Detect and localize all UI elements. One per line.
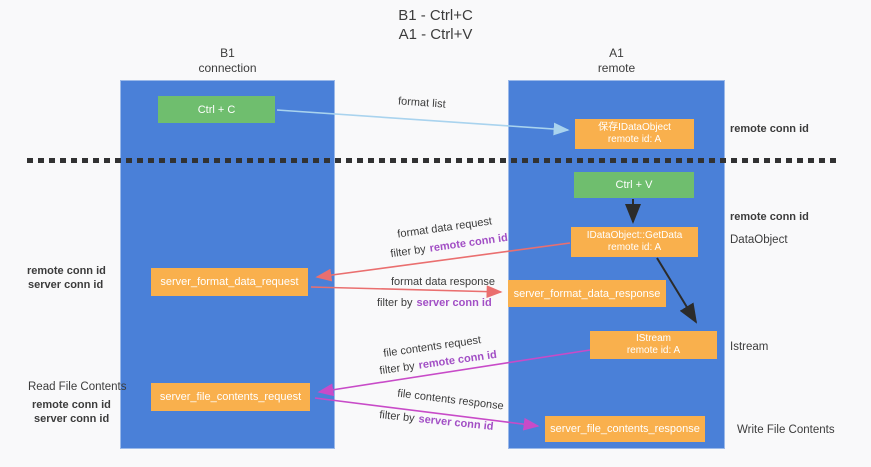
ctrl-v-label: Ctrl + V	[615, 179, 653, 191]
server-conn-id-text: server conn id	[417, 413, 494, 433]
lifeline-header-b1: B1 connection	[120, 46, 335, 76]
filter-by-text: filter by	[378, 409, 416, 425]
lifeline-a1-name: A1	[609, 46, 624, 60]
ctrl-c-label: Ctrl + C	[197, 103, 236, 116]
istream-line2: remote id: A	[626, 345, 681, 356]
format-data-response-filter-label: filter by server conn id	[377, 297, 492, 309]
lifeline-header-a1: A1 remote	[508, 46, 725, 76]
ctrl-c-box: Ctrl + C	[158, 96, 275, 123]
lifeline-a1-role: remote	[597, 61, 636, 75]
right-remote-conn-id-label-top: remote conn id	[730, 123, 809, 135]
getdata-line1: IDataObject::GetData	[586, 229, 683, 241]
lifeline-b1-role: connection	[198, 61, 257, 75]
save-idataobject-line1: 保存IDataObject	[598, 121, 671, 133]
istream-line1: IStream	[635, 332, 671, 344]
filter-by-text: filter by	[389, 243, 427, 261]
phase-separator-line	[27, 158, 837, 163]
getdata-line2: remote id: A	[607, 242, 662, 253]
server-file-contents-request-label: server_file_contents_request	[159, 391, 302, 403]
filter-by-text: filter by	[377, 297, 413, 309]
save-idataobject-line2: remote id: A	[607, 134, 662, 145]
read-file-contents-annotation: Read File Contents	[28, 381, 127, 393]
format-data-response-label: format data response	[391, 276, 495, 288]
server-file-contents-response-box: server_file_contents_response	[545, 416, 705, 442]
filter-by-text: filter by	[378, 360, 416, 378]
server-conn-id-text: server conn id	[416, 297, 492, 309]
server-format-data-response-label: server_format_data_response	[513, 287, 661, 300]
istream-box: IStream remote id: A	[590, 331, 717, 359]
title-line-2: A1 - Ctrl+V	[398, 26, 473, 43]
server-format-data-response-box: server_format_data_response	[508, 280, 666, 307]
server-format-data-request-label: server_format_data_request	[160, 276, 299, 288]
server-file-contents-request-box: server_file_contents_request	[151, 383, 310, 411]
server-format-data-request-box: server_format_data_request	[151, 268, 308, 296]
left-server-conn-id-label-bottom: server conn id	[34, 413, 110, 425]
remote-conn-id-text: remote conn id	[428, 231, 509, 255]
diagram-title: B1 - Ctrl+C A1 - Ctrl+V	[0, 6, 871, 44]
save-idataobject-box: 保存IDataObject remote id: A	[575, 119, 694, 149]
file-contents-response-label: file contents response	[396, 387, 505, 413]
ctrl-v-box: Ctrl + V	[574, 172, 694, 198]
format-list-label: format list	[397, 95, 447, 111]
write-file-contents-annotation: Write File Contents	[737, 424, 835, 436]
title-line-1: B1 - Ctrl+C	[398, 7, 473, 24]
istream-annotation: Istream	[730, 341, 769, 353]
server-file-contents-response-label: server_file_contents_response	[550, 423, 700, 435]
right-remote-conn-id-label-mid: remote conn id	[730, 211, 809, 223]
left-server-conn-id-label-top: server conn id	[28, 279, 104, 291]
lifeline-b1-name: B1	[220, 46, 235, 60]
left-remote-conn-id-label-bottom: remote conn id	[32, 399, 111, 411]
idataobject-getdata-box: IDataObject::GetData remote id: A	[571, 227, 698, 257]
file-contents-response-filter-label: filter by server conn id	[379, 409, 494, 433]
left-remote-conn-id-label-top: remote conn id	[27, 265, 106, 277]
dataobject-annotation: DataObject	[730, 234, 788, 246]
